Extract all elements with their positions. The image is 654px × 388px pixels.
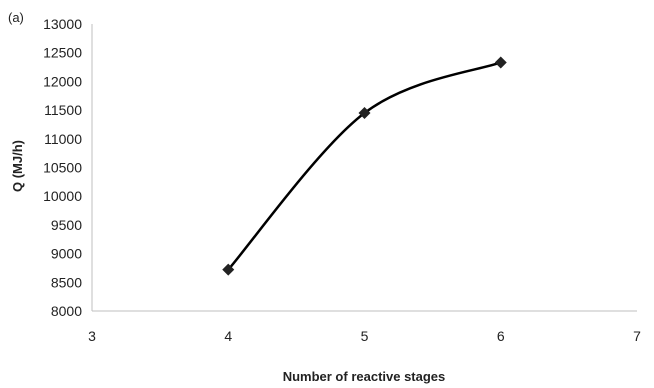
panel-label: (a) (8, 10, 24, 25)
y-tick-label: 11000 (44, 131, 82, 147)
y-axis-title: Q (MJ/h) (10, 140, 25, 192)
y-tick-label: 10500 (43, 160, 82, 176)
y-tick-label: 13000 (43, 16, 82, 32)
x-tick-labels: 3 4 5 6 7 (88, 328, 641, 344)
x-axis-title: Number of reactive stages (283, 369, 446, 384)
y-tick-label: 12500 (43, 45, 82, 61)
series-layer (222, 56, 507, 276)
y-tick-label: 9500 (51, 217, 82, 233)
y-tick-label: 12000 (43, 73, 82, 89)
data-point-marker (358, 106, 371, 119)
x-tick-label: 3 (88, 328, 96, 344)
y-tick-label: 9000 (51, 246, 82, 262)
x-tick-label: 4 (224, 328, 232, 344)
y-tick-label: 10000 (43, 188, 82, 204)
x-tick-label: 6 (497, 328, 505, 344)
y-tick-label: 8500 (51, 274, 82, 290)
y-tick-label: 8000 (51, 303, 82, 319)
x-tick-label: 5 (361, 328, 369, 344)
series-line (227, 61, 502, 271)
data-point-marker (494, 56, 507, 69)
y-tick-labels: 8000 8500 9000 9500 10000 10500 11000 11500 1200… (43, 16, 82, 319)
x-tick-label: 7 (633, 328, 641, 344)
data-point-marker (222, 263, 235, 276)
y-tick-label: 11500 (44, 102, 82, 118)
